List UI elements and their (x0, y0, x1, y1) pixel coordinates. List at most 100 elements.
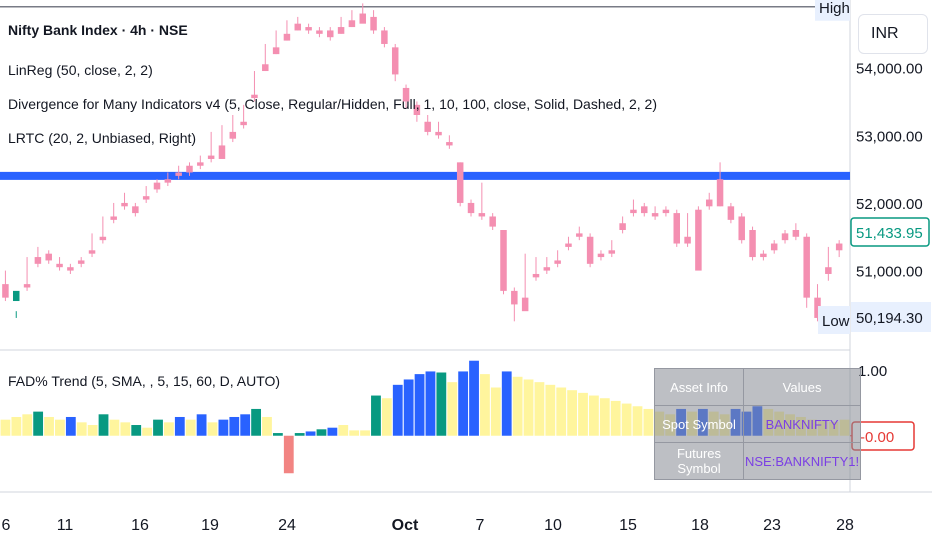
histogram-bar (512, 376, 523, 436)
candle-body (23, 284, 31, 288)
histogram-bar (425, 371, 436, 436)
candle-body (67, 267, 74, 271)
histogram-bar (578, 392, 588, 436)
candle-body (446, 142, 453, 146)
histogram-bar (262, 416, 272, 436)
candle-body (803, 236, 810, 298)
high-label: High (819, 0, 850, 17)
candle-body (153, 182, 161, 190)
histogram-bar (480, 374, 490, 436)
candle-body (662, 209, 670, 214)
histogram-bar (610, 400, 621, 436)
indicator-divergence[interactable]: Divergence for Many Indicators v4 (5, Cl… (8, 96, 657, 112)
price-tick-label: 54,000.00 (856, 61, 923, 78)
candle-body (186, 165, 193, 173)
table-cell-futures-value: NSE:BANKNIFTY1! (742, 442, 862, 480)
candle-body (283, 33, 291, 41)
candle-body (825, 267, 832, 274)
low-label-bg (818, 306, 850, 334)
histogram-bar (120, 422, 131, 436)
histogram-bar (153, 419, 163, 436)
time-tick-label: 18 (691, 517, 709, 534)
histogram-bar (599, 398, 610, 436)
histogram-bar (490, 387, 501, 436)
candle-body (164, 179, 172, 183)
low-label: Low (822, 313, 850, 330)
histogram-bar (436, 372, 447, 436)
histogram-bar (55, 419, 65, 436)
indicator-lrtc[interactable]: LRTC (20, 2, Unbiased, Right) (8, 130, 197, 146)
candle-body (489, 216, 496, 227)
histogram-bar (545, 384, 556, 436)
table-header-values: Values (742, 368, 862, 406)
indicator-linreg[interactable]: LinReg (50, close, 2, 2) (8, 62, 153, 78)
candle-body (132, 206, 139, 214)
histogram-bar (589, 395, 599, 436)
histogram-bar (251, 408, 261, 436)
candle-body (294, 23, 302, 31)
candle-body (337, 27, 345, 34)
price-tick-label: 51,000.00 (856, 264, 923, 281)
candle-body (554, 260, 561, 264)
candle-body (370, 16, 377, 31)
histogram-bar (164, 422, 174, 436)
histogram-bar (196, 414, 207, 436)
symbol-title[interactable]: Nifty Bank Index · 4h · NSE (8, 22, 188, 38)
histogram-bar (87, 425, 98, 436)
candle-body (381, 30, 388, 44)
histogram-bar (109, 419, 120, 436)
histogram-bar (567, 390, 578, 436)
candle-body (262, 64, 269, 72)
time-tick-label: 11 (57, 517, 74, 534)
histogram-bar (185, 419, 196, 436)
time-tick-label: 10 (544, 517, 562, 534)
candle-body (2, 284, 9, 298)
histogram-bar (22, 414, 33, 436)
indicator-fad-trend[interactable]: FAD% Trend (5, SMA, , 5, 15, 60, D, AUTO… (8, 373, 281, 389)
histogram-bar (98, 414, 109, 436)
candle-body (738, 216, 745, 241)
histogram-bar (392, 384, 403, 436)
time-tick-label: 23 (763, 517, 781, 534)
time-tick-label: 6 (2, 517, 11, 534)
candle-body (651, 213, 659, 217)
histogram-bar (469, 360, 479, 436)
histogram-bar (174, 416, 185, 436)
currency-selector[interactable]: INR (858, 14, 928, 54)
histogram-bar (142, 427, 153, 436)
candle-body (413, 104, 421, 115)
histogram-bar (632, 406, 643, 436)
high-label-bg (815, 0, 850, 21)
sub-axis-label: 1.00 (858, 363, 887, 380)
candle-body (402, 87, 410, 102)
histogram-bar (327, 427, 338, 436)
candle-body (608, 250, 616, 254)
candle-body (456, 162, 464, 203)
time-tick-label: 28 (836, 517, 854, 534)
candle-body (716, 179, 724, 207)
histogram-bar (207, 422, 218, 436)
histogram-bar (218, 419, 229, 436)
histogram-bar (11, 416, 22, 436)
candle-body (521, 297, 529, 312)
candle-body (305, 27, 312, 31)
low-price-tag (851, 302, 931, 332)
candle-body (576, 233, 583, 237)
candle-body (359, 13, 366, 24)
histogram-bar (349, 430, 360, 436)
candle-body (327, 30, 334, 38)
candle-body (88, 250, 96, 254)
candle-body (424, 121, 431, 132)
candle-body (197, 162, 204, 166)
candle-body (229, 131, 237, 139)
candle-body (99, 236, 107, 241)
sub-last-label: -0.00 (860, 429, 894, 446)
low-price-label: 50,194.30 (856, 310, 923, 327)
time-tick-label: Oct (392, 517, 419, 534)
histogram-bar (272, 433, 283, 436)
candle-body (597, 253, 605, 258)
candle-body (272, 47, 280, 55)
candle-body (619, 223, 626, 230)
candle-body (705, 199, 713, 207)
